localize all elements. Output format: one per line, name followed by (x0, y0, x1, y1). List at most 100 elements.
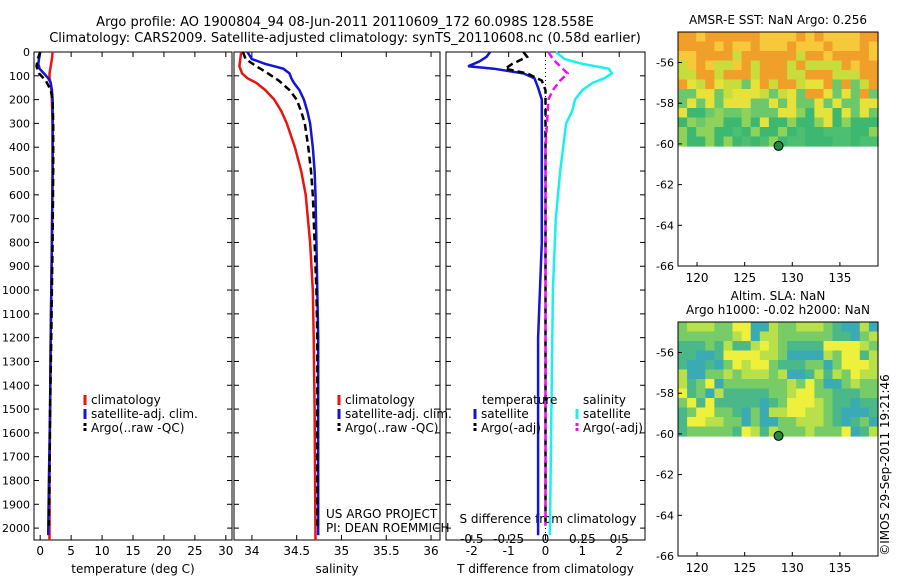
map-cell (732, 360, 743, 371)
map-cell (732, 341, 743, 352)
project-annotation: US ARGO PROJECT (326, 507, 438, 521)
map-cell (859, 98, 870, 109)
map-cell (687, 60, 697, 71)
map-cell (859, 341, 870, 352)
y-tick-label: 500 (9, 165, 30, 178)
map-cell (850, 426, 861, 437)
y-tick-label: 1300 (2, 355, 30, 368)
map-cell (732, 89, 743, 100)
map-cell (832, 322, 843, 333)
map-y-tick-label: -66 (656, 550, 674, 563)
map-cell (723, 60, 734, 71)
map-cell (778, 407, 788, 418)
map-cell (732, 136, 743, 147)
map-cell (841, 79, 852, 90)
map-cell (823, 127, 834, 138)
map-cell (805, 32, 815, 43)
y-tick-label: 1500 (2, 403, 30, 416)
map-cell (705, 32, 715, 43)
y-tick-label: 0 (23, 46, 30, 59)
map-cell (841, 331, 852, 342)
legend-label: climatology (345, 393, 415, 407)
map-cell (778, 388, 788, 399)
map-cell (832, 398, 843, 409)
map-cell (841, 407, 852, 418)
map-cell (741, 136, 752, 147)
map-cell (714, 360, 725, 371)
map-cell (687, 70, 697, 81)
map-cell (823, 369, 834, 380)
map-cell (814, 127, 825, 138)
map-cell (778, 136, 788, 147)
map-cell (814, 136, 825, 147)
map-cell (750, 369, 761, 380)
map-cell (796, 407, 806, 418)
map-cell (787, 51, 797, 62)
y-tick-label: 1400 (2, 379, 30, 392)
sla-map-panel: 120 125 130 135 -56 -58 -60 -62 -64 -66 Altim. SLA… (656, 289, 879, 575)
legend-label: Argo(-adj) (481, 421, 541, 435)
map-cell (850, 360, 861, 371)
map-cell (832, 108, 843, 119)
map-cell (796, 41, 806, 52)
map-cell (759, 127, 770, 138)
map-cell (787, 89, 797, 100)
x-tick-label: 10 (94, 544, 109, 558)
map-cell (741, 369, 752, 380)
map-cell (832, 60, 843, 71)
map-cell (705, 70, 715, 81)
map-cell (778, 51, 788, 62)
map-cell (778, 79, 788, 90)
tdiff-satellite-line (467, 51, 544, 536)
map-cell (696, 369, 706, 380)
map-cell (678, 360, 688, 371)
map-cell (787, 79, 797, 90)
map-cell (687, 379, 697, 390)
x-tick-label: 0 (36, 544, 44, 558)
map-cell (859, 360, 870, 371)
map-cell (714, 379, 725, 390)
map-frame (677, 321, 879, 557)
map-cell (687, 127, 697, 138)
map-cell (678, 322, 688, 333)
map-y-tick-label: -60 (656, 138, 674, 151)
map-cell (868, 379, 879, 390)
map-cell (868, 417, 879, 428)
legend-title-salinity: salinity (583, 393, 626, 407)
map-cell (678, 379, 688, 390)
map-y-tick-label: -64 (656, 509, 674, 522)
map-cell (741, 350, 752, 361)
y-tick-label: 800 (9, 236, 30, 249)
map-cell (850, 70, 861, 81)
y-tick-label: 400 (9, 141, 30, 154)
map-cell (696, 41, 706, 52)
map-cell (741, 32, 752, 43)
map-cell (850, 51, 861, 62)
map-cell (814, 60, 825, 71)
map-x-tick-label: 120 (686, 271, 709, 285)
legend-label: Argo(..raw -QC) (91, 421, 184, 435)
map-cell (714, 79, 725, 90)
map-cell (868, 331, 879, 342)
map-cell (778, 379, 788, 390)
x-tick-label: 35 (334, 544, 349, 558)
map-cell (696, 331, 706, 342)
map-cell (714, 60, 725, 71)
map-cell (823, 331, 834, 342)
map-cell (814, 350, 825, 361)
map-cell (841, 426, 852, 437)
map-cell (796, 350, 806, 361)
map-cell (814, 322, 825, 333)
x-axis-label: T difference from climatology (456, 562, 634, 576)
map-cell (850, 89, 861, 100)
map-cell (850, 98, 861, 109)
map-cell (678, 398, 688, 409)
map-cell (787, 32, 797, 43)
map-cell (678, 350, 688, 361)
map-cell (687, 89, 697, 100)
map-cell (768, 369, 779, 380)
map-cell (778, 60, 788, 71)
map-cell (732, 79, 743, 90)
map-cell (705, 360, 715, 371)
map-cell (814, 379, 825, 390)
